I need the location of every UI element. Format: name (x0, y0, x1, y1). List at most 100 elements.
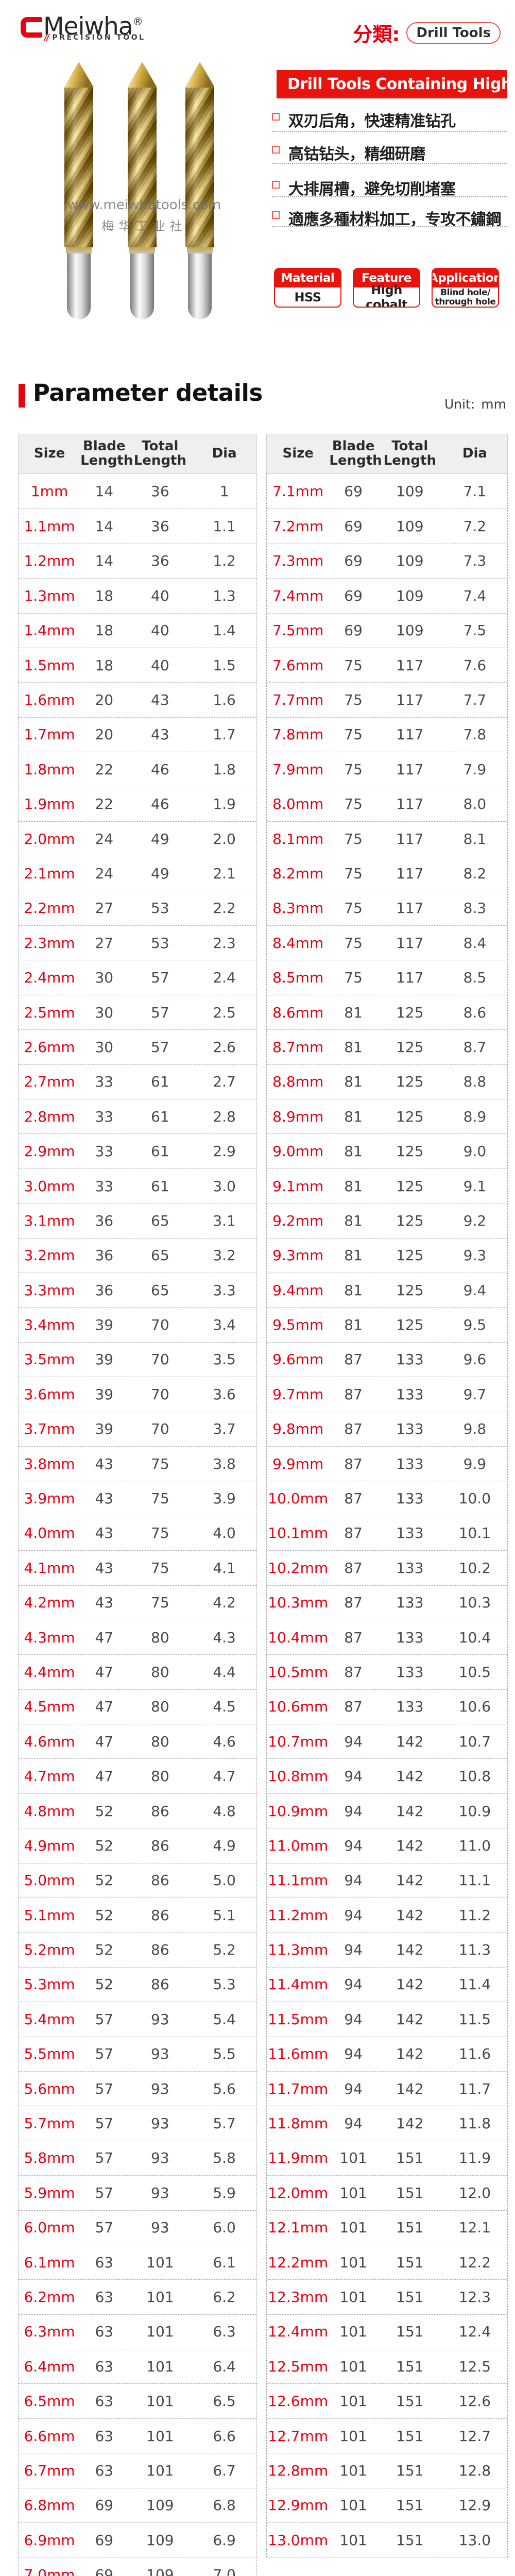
size-cell: 4.8mm (24, 1802, 75, 1820)
table-row: 8.1mm 75 117 8.1 (267, 821, 507, 856)
dia-cell: 8.6 (463, 1004, 487, 1021)
blade-length-cell: 81 (344, 1177, 363, 1195)
dia-cell: 12.8 (458, 2462, 491, 2479)
dia-cell: 2.1 (213, 865, 236, 882)
size-cell: 5.0mm (24, 1872, 75, 1889)
table-row: 11.2mm 94 142 11.2 (267, 1897, 507, 1932)
blade-length-cell: 94 (344, 2045, 363, 2063)
blade-length-cell: 33 (95, 1143, 114, 1160)
bullet-text: 大排屑槽，避免切削堵塞 (288, 180, 456, 198)
dia-cell: 12.5 (458, 2358, 491, 2375)
column-header: Size (282, 446, 314, 462)
size-cell: 2.3mm (24, 934, 75, 952)
blade-length-cell: 87 (344, 1455, 363, 1472)
total-length-cell: 86 (151, 1906, 169, 1924)
table-row: 1.2mm 14 36 1.2 (19, 543, 256, 578)
size-cell: 3.0mm (24, 1177, 75, 1195)
table-row: 3.5mm 39 70 3.5 (19, 1342, 256, 1377)
dia-cell: 8.2 (463, 865, 487, 882)
dia-cell: 9.4 (463, 1281, 487, 1299)
total-length-cell: 117 (396, 865, 424, 882)
brand-logo-icon (21, 17, 42, 38)
category-row: 分類: Drill Tools (353, 19, 501, 47)
drill-flute (185, 88, 214, 247)
dia-cell: 12.4 (458, 2323, 491, 2341)
total-length-cell: 142 (396, 1837, 424, 1854)
size-cell: 9.3mm (272, 1247, 324, 1264)
total-length-cell: 93 (151, 2184, 169, 2201)
table-row: 4.4mm 47 80 4.4 (19, 1654, 256, 1689)
table-row: 3.7mm 39 70 3.7 (19, 1411, 256, 1446)
total-length-cell: 61 (151, 1108, 169, 1125)
dia-cell: 5.4 (213, 2010, 236, 2028)
size-cell: 4.4mm (24, 1663, 75, 1681)
category-label: 分類: (353, 23, 400, 46)
dia-cell: 9.2 (463, 1212, 487, 1229)
dia-cell: 2.6 (213, 1038, 236, 1056)
table-row: 6.6mm 63 101 6.6 (19, 2418, 256, 2453)
drill-tip (185, 62, 214, 88)
size-cell: 8.4mm (272, 934, 324, 952)
table-row: 9.4mm 81 125 9.4 (267, 1272, 507, 1307)
blade-length-cell: 57 (95, 2219, 114, 2236)
size-cell: 9.0mm (272, 1143, 324, 1160)
blade-length-cell: 18 (95, 656, 114, 674)
card-value: Blind hole/ through hole (435, 287, 496, 307)
dia-cell: 12.2 (458, 2253, 491, 2271)
table-row: 3.8mm 43 75 3.8 (19, 1446, 256, 1481)
table-row: 1.6mm 20 43 1.6 (19, 682, 256, 717)
drill-shank (67, 253, 91, 319)
blade-length-cell: 94 (344, 1733, 363, 1750)
dia-cell: 8.8 (463, 1073, 487, 1091)
dia-cell: 2.5 (213, 1004, 236, 1021)
section-title: Parameter details (33, 379, 263, 406)
size-cell: 4.0mm (24, 1524, 75, 1542)
table-row: 6.1mm 63 101 6.1 (19, 2244, 256, 2279)
blade-length-cell: 87 (344, 1594, 363, 1612)
table-row: 2.2mm 27 53 2.2 (19, 890, 256, 925)
blade-length-cell: 63 (95, 2462, 114, 2479)
size-cell: 3.1mm (24, 1212, 75, 1229)
table-row: 9.8mm 87 133 9.8 (267, 1411, 507, 1446)
total-length-cell: 109 (396, 483, 424, 500)
blade-length-cell: 43 (95, 1594, 114, 1612)
dia-cell: 6.1 (213, 2253, 236, 2271)
total-length-cell: 61 (151, 1177, 169, 1195)
blade-length-cell: 36 (95, 1212, 114, 1229)
drill-tip (64, 62, 93, 88)
column-header: Total Length (133, 438, 186, 468)
total-length-cell: 125 (396, 1108, 424, 1125)
size-cell: 1.8mm (24, 760, 75, 778)
table-row: 13.0mm 101 151 13.0 (267, 2522, 507, 2557)
table-row: 1mm 14 36 1 (19, 474, 256, 509)
size-cell: 12.0mm (268, 2184, 329, 2201)
table-row: 2.6mm 30 57 2.6 (19, 1029, 256, 1064)
dia-cell: 4.8 (213, 1802, 236, 1820)
size-cell: 8.1mm (272, 830, 324, 848)
blade-length-cell: 75 (344, 795, 363, 813)
dia-cell: 3.0 (213, 1177, 236, 1195)
dia-cell: 5.8 (213, 2149, 236, 2167)
table-row: 4.5mm 47 80 4.5 (19, 1689, 256, 1724)
size-cell: 1.1mm (24, 518, 75, 535)
dia-cell: 11.9 (458, 2149, 491, 2167)
blade-length-cell: 94 (344, 1976, 363, 1993)
total-length-cell: 101 (146, 2289, 174, 2306)
table-row: 9.0mm 81 125 9.0 (267, 1133, 507, 1168)
size-cell: 5.8mm (24, 2149, 75, 2167)
size-cell: 8.0mm (272, 795, 324, 813)
size-cell: 12.6mm (268, 2393, 329, 2410)
blade-length-cell: 101 (339, 2427, 367, 2445)
size-cell: 13.0mm (268, 2531, 329, 2549)
dia-cell: 11.2 (458, 1906, 491, 1924)
size-cell: 4.2mm (24, 1594, 75, 1612)
table-row: 8.6mm 81 125 8.6 (267, 994, 507, 1029)
size-cell: 7.3mm (272, 552, 324, 570)
total-length-cell: 109 (146, 2497, 174, 2514)
table-row: 6.4mm 63 101 6.4 (19, 2349, 256, 2383)
blade-length-cell: 14 (95, 483, 114, 500)
drill-bit-image (64, 62, 93, 319)
blade-length-cell: 27 (95, 934, 114, 952)
blade-length-cell: 75 (344, 726, 363, 743)
